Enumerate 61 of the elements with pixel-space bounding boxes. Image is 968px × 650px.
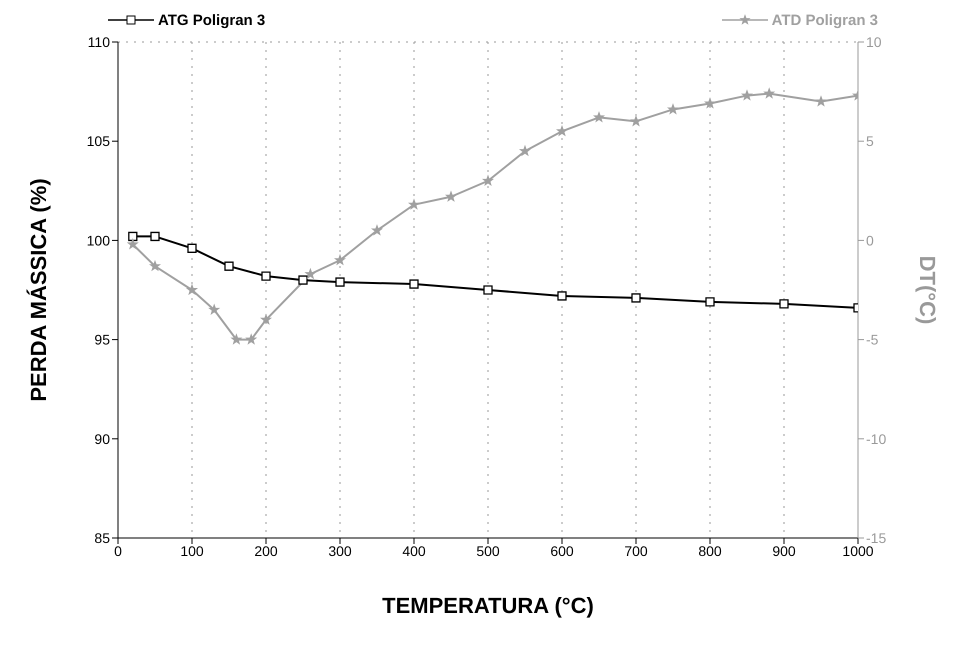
point <box>668 104 678 114</box>
point <box>150 232 160 242</box>
x-axis-title: TEMPERATURA (°C) <box>382 593 594 618</box>
y-tick-label: 105 <box>86 133 110 150</box>
point <box>705 297 715 307</box>
x-tick-label: 300 <box>328 542 352 559</box>
point <box>705 98 715 108</box>
point <box>557 291 567 301</box>
point <box>409 279 419 289</box>
x-tick-label: 700 <box>624 542 648 559</box>
x-tick-label: 800 <box>698 542 722 559</box>
x-tick-label: 0 <box>114 542 122 559</box>
y-tick-label: 100 <box>86 232 110 248</box>
point <box>409 200 419 209</box>
point <box>150 261 160 270</box>
point <box>261 314 271 324</box>
y-tick-label: 110 <box>88 34 110 50</box>
x-tick-label: 500 <box>476 542 500 559</box>
y2-tick-label: 5 <box>866 133 874 150</box>
y2-tick-label: 0 <box>866 232 874 248</box>
point <box>483 285 493 295</box>
point <box>594 112 604 122</box>
x-tick-label: 200 <box>254 542 278 559</box>
point <box>631 116 641 126</box>
point <box>335 277 345 287</box>
point <box>187 284 197 294</box>
point <box>483 176 493 186</box>
point <box>298 275 308 285</box>
y2-tick-label: -10 <box>866 430 886 447</box>
point <box>742 90 752 100</box>
point <box>261 271 271 281</box>
point <box>446 192 456 201</box>
x-tick-label: 900 <box>772 542 796 559</box>
point <box>306 269 316 278</box>
point <box>764 88 774 98</box>
legend-label: ATD Poligran 3 <box>772 12 878 28</box>
point <box>128 239 138 249</box>
x-tick-label: 600 <box>550 542 574 559</box>
y-axis-title: PERDA MÁSSICA (%) <box>26 178 51 402</box>
y-tick-label: 90 <box>94 430 110 447</box>
point <box>128 232 138 242</box>
point <box>232 334 242 344</box>
point <box>209 304 220 314</box>
point <box>335 255 345 264</box>
point <box>779 299 789 309</box>
point <box>520 146 530 156</box>
point <box>557 126 567 136</box>
y-tick-label: 85 <box>94 530 110 546</box>
point <box>246 334 256 344</box>
x-tick-label: 400 <box>402 542 426 559</box>
point <box>187 244 197 253</box>
y2-tick-label: 10 <box>866 34 882 50</box>
point <box>631 293 641 303</box>
point <box>224 262 234 271</box>
legend-label: ATG Poligran 3 <box>158 12 266 28</box>
point <box>372 225 382 235</box>
y-tick-label: 95 <box>94 332 110 348</box>
point <box>816 96 826 106</box>
y2-axis-title: DT(°C) <box>915 256 940 324</box>
x-tick-label: 100 <box>180 542 204 559</box>
y2-tick-label: -5 <box>866 332 879 348</box>
